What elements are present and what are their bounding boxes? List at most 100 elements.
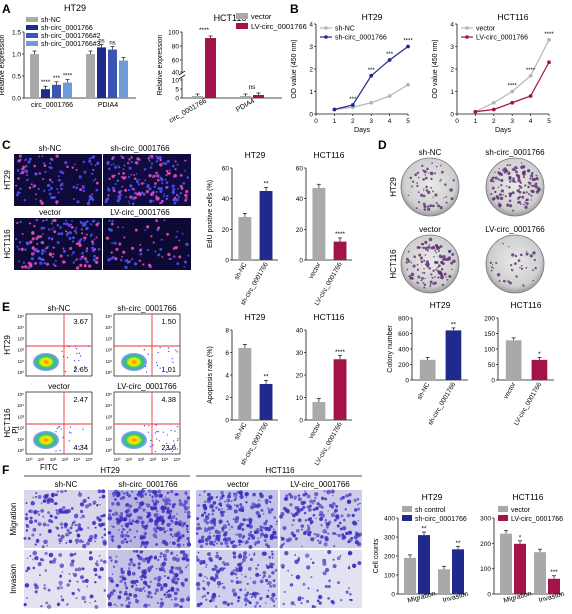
f-stain-dot [171,505,175,509]
e-flow-event [70,432,72,434]
a-left-bar [30,54,39,98]
f-left-y-tick-label: 400 [384,516,395,523]
c-cell-dot [94,164,97,167]
c-left-y-label: EdU positive cells (%) [207,180,214,248]
f-stain-dot [30,501,35,506]
e-flow-event [74,369,76,372]
f-stain-dot [173,603,178,608]
d-left-y-tick-label: 400 [398,347,409,354]
c-cell-dot [41,241,45,245]
f-stain-dot [274,568,278,572]
f-stain-dot [355,532,359,537]
c-cell-dot [65,230,68,233]
f-stain-dot [115,517,119,521]
c-cell-dot [39,261,43,265]
f-stain-dot [330,512,336,518]
f-stain-dot [201,575,203,577]
f-stain-dot [134,587,139,592]
f-stain-dot [78,539,83,543]
d-colony-dot [423,208,427,211]
f-stain-dot [232,518,235,521]
c-cell-dot [34,247,38,251]
c-cell-dot [146,248,150,252]
panel-letter-c: C [2,138,11,152]
f-left-y-tick-label: 300 [384,535,395,542]
f-stain-dot [173,597,178,601]
d-colony-dot [439,276,442,279]
d-colony-dot [497,186,500,188]
f-stain-dot [117,595,122,600]
f-stain-dot [302,531,307,535]
f-stain-dot [349,592,352,596]
f-stain-dot [102,559,107,564]
f-stain-dot [350,598,353,602]
e-flow-x-tick-label: 10³ [62,457,69,462]
f-stain-dot [111,525,113,527]
b-left-y-tick-label: 2 [309,67,313,74]
c-cell-dot [25,158,28,161]
d-colony-dot [422,189,425,192]
c-cell-dot [42,178,45,181]
f-stain-dot [97,575,101,579]
f-stain-dot [244,575,247,578]
d-colony-dot [492,267,495,269]
f-stain-dot [260,532,265,537]
f-stain-dot [232,592,238,597]
f-stain-dot [77,523,82,528]
e-flow-plots: sh-NC3.672.6510⁵10⁴10³10²10¹10⁰sh-circ_0… [3,304,181,472]
f-stain-dot [257,564,260,567]
c-cell-dot [22,261,26,264]
a-right-y-tick-label: 100 [168,30,179,37]
f-stain-dot [205,566,207,569]
c-cell-dot [172,188,176,192]
d-right-y-tick-label: 50 [488,362,496,369]
d-colony-dot [533,258,536,262]
d-colony-dot [505,169,509,173]
f-stain-dot [126,531,129,534]
f-stain-dot [210,540,214,544]
f-stain-dot [301,597,304,600]
b-left-x-tick-label: 2 [351,118,355,125]
c-cell-dot [148,173,152,178]
f-stain-dot [167,589,171,593]
f-stain-dot [71,524,74,527]
c-cell-dot [33,225,36,228]
d-colony-dot [517,197,520,200]
b-left-point [369,73,374,78]
f-stain-dot [142,508,146,512]
d-colony-dot [431,204,435,208]
f-stain-dot [287,537,293,542]
f-stain-dot [64,489,67,493]
d-colony-dot [496,273,501,277]
b-right-point [491,100,496,105]
f-stain-dot [339,527,343,531]
f-stain-dot [79,502,85,507]
d-colony-dot [534,266,537,270]
f-stain-dot [262,570,267,575]
f-stain-dot [186,516,189,519]
c-cell-dot [121,185,124,188]
c-cell-dot [165,181,169,184]
f-stain-dot [170,566,175,570]
b-left-point [332,107,337,112]
d-colony-dot [527,169,531,172]
f-stain-dot [239,494,244,500]
c-cell-dot [174,168,177,171]
f-stain-dot [245,496,248,499]
d-colony-dot [531,184,533,187]
e-flow-y-tick-label: 10³ [17,336,24,341]
e-flow-event [173,440,175,442]
d-colony-dot [432,282,435,285]
f-stain-dot [176,554,178,557]
c-cell-dot [150,162,154,165]
c-cell-dot [164,178,167,181]
f-stain-dot [197,526,202,530]
f-stain-dot [139,576,142,579]
e-flow-x-tick-label: 10⁰ [114,457,121,462]
d-colony-dot [423,188,425,190]
f-stain-dot [61,598,65,602]
d-left-y-tick-label: 800 [398,316,409,323]
e-flow-event [159,367,161,369]
f-stain-dot [319,510,324,515]
f-stain-dot [129,560,134,564]
